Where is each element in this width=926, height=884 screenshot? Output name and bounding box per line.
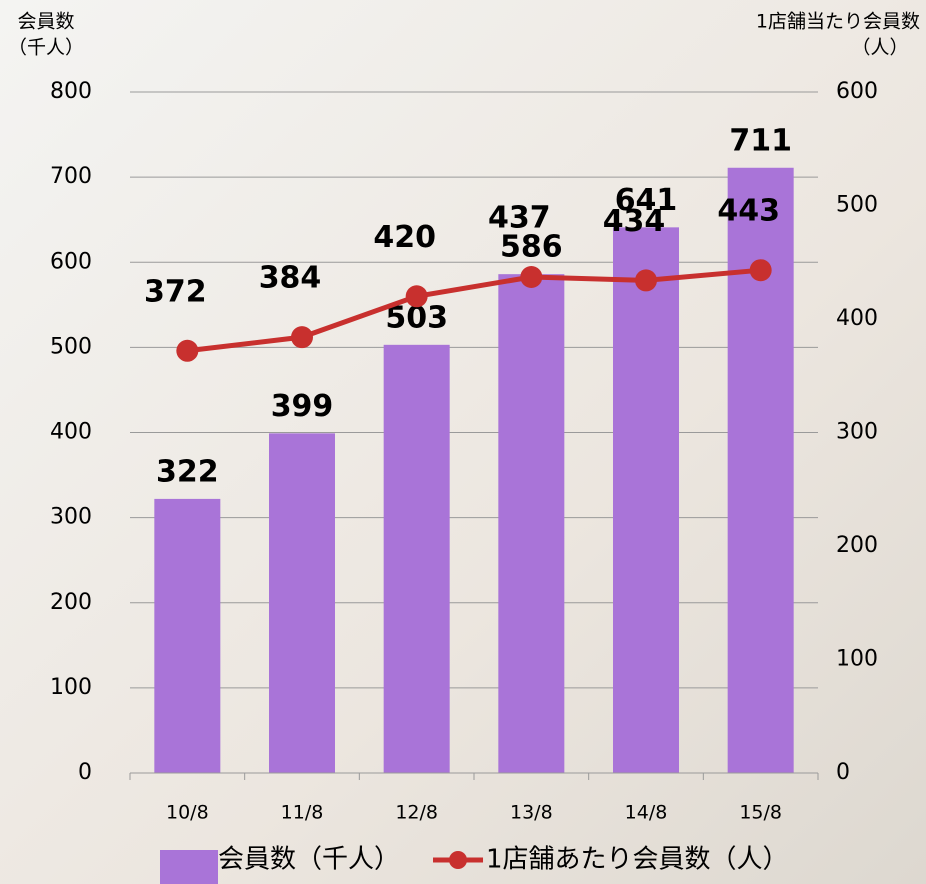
- x-tick-label: 12/8: [395, 802, 438, 824]
- legend-swatch-marker: [449, 851, 468, 869]
- y-tick-label: 700: [50, 164, 92, 189]
- line: [187, 267, 761, 354]
- line-marker: [635, 269, 657, 292]
- bar-value-label: 322: [156, 454, 219, 489]
- legend-label: 1店舗あたり会員数（人）: [486, 845, 789, 875]
- line-value-label: 372: [144, 274, 207, 309]
- line-marker: [749, 259, 772, 282]
- x-tick-label: 14/8: [625, 802, 668, 824]
- y-axis-title: （千人）: [8, 37, 84, 59]
- x-tick-label: 13/8: [510, 802, 553, 824]
- y-tick-label: 400: [50, 420, 92, 445]
- x-tick-label: 15/8: [739, 802, 782, 824]
- line-value-label: 437: [488, 201, 551, 236]
- y2-tick-label: 0: [836, 760, 850, 785]
- bar: [613, 227, 679, 773]
- legend-swatch: [160, 850, 218, 884]
- y2-tick-label: 100: [836, 647, 878, 672]
- line-marker: [520, 266, 543, 289]
- legend-label: 会員数（千人）: [218, 845, 400, 875]
- y-tick-label: 200: [50, 590, 92, 615]
- bar-value-label: 641: [615, 183, 678, 218]
- line-value-label: 420: [373, 220, 436, 255]
- y2-tick-label: 600: [836, 79, 878, 104]
- y2-axis-title: 1店舗当たり会員数: [756, 11, 920, 33]
- y-tick-label: 500: [50, 334, 92, 359]
- bar-value-label: 711: [729, 123, 792, 158]
- y2-axis-title: （人）: [851, 37, 908, 59]
- line-marker: [405, 285, 428, 308]
- x-tick-label: 11/8: [281, 802, 324, 824]
- y-tick-label: 300: [50, 505, 92, 530]
- y-tick-label: 600: [50, 249, 92, 274]
- y2-tick-label: 500: [836, 193, 878, 218]
- bar: [727, 167, 794, 774]
- bar-value-label: 586: [500, 230, 563, 265]
- y2-tick-label: 200: [836, 533, 878, 558]
- line-value-label: 443: [717, 194, 780, 229]
- y2-tick-label: 400: [836, 306, 878, 331]
- line-marker: [291, 326, 313, 349]
- x-tick-label: 10/8: [166, 802, 209, 824]
- line-value-label: 434: [603, 204, 666, 239]
- bar: [269, 433, 335, 773]
- y-tick-label: 800: [50, 79, 92, 104]
- y-tick-label: 0: [78, 760, 92, 785]
- bar: [498, 274, 565, 773]
- line-marker: [176, 339, 199, 362]
- line-value-label: 384: [259, 261, 322, 296]
- bar: [383, 344, 450, 773]
- y2-tick-label: 300: [836, 420, 878, 445]
- bar: [154, 498, 221, 773]
- y-axis-title: 会員数: [17, 11, 74, 33]
- y-tick-label: 100: [50, 675, 92, 700]
- bar-value-label: 399: [271, 389, 334, 424]
